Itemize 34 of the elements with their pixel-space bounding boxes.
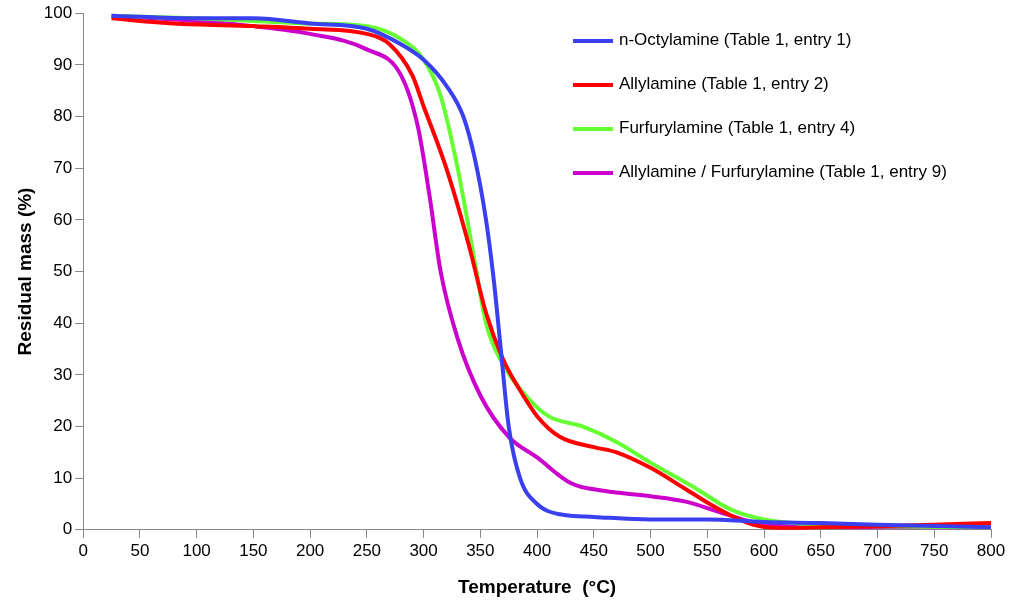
- legend-label: n-Octylamine (Table 1, entry 1): [619, 30, 852, 50]
- y-tick-label: 70: [53, 157, 73, 177]
- x-tick-label: 50: [130, 540, 150, 560]
- y-tick-label: 60: [53, 209, 73, 229]
- y-tick-label: 30: [53, 364, 73, 384]
- x-tick-label: 650: [806, 540, 835, 560]
- y-tick-label: 0: [62, 519, 73, 539]
- y-axis-title: Residual mass (%): [13, 187, 35, 356]
- y-tick-label: 50: [53, 261, 73, 281]
- x-tick-label: 300: [409, 540, 438, 560]
- x-tick-label: 800: [976, 540, 1006, 560]
- y-tick-label: 100: [43, 2, 73, 22]
- x-tick-label: 550: [693, 540, 722, 560]
- legend-label: Furfurylamine (Table 1, entry 4): [619, 118, 856, 138]
- x-tick-label: 250: [352, 540, 382, 560]
- x-tick-label: 450: [579, 540, 609, 560]
- y-tick-label: 90: [53, 54, 73, 74]
- x-tick-label: 350: [466, 540, 495, 560]
- legend-label: Allylamine / Furfurylamine (Table 1, entry 9): [619, 162, 947, 182]
- x-tick-label: 400: [522, 540, 552, 560]
- x-axis-title: Temperature (°C): [457, 575, 617, 597]
- x-tick-label: 700: [863, 540, 892, 560]
- y-tick-label: 40: [53, 312, 73, 332]
- x-tick-label: 100: [182, 540, 211, 560]
- y-tick-label: 10: [53, 467, 73, 487]
- legend-label: Allylamine (Table 1, entry 2): [619, 74, 829, 94]
- y-tick-label: 20: [53, 416, 73, 436]
- x-tick-label: 200: [295, 540, 325, 560]
- x-tick-label: 0: [78, 540, 88, 560]
- x-tick-label: 750: [920, 540, 949, 560]
- x-tick-label: 600: [749, 540, 779, 560]
- x-tick-label: 150: [239, 540, 268, 560]
- y-tick-label: 80: [53, 106, 73, 126]
- x-tick-label: 500: [636, 540, 665, 560]
